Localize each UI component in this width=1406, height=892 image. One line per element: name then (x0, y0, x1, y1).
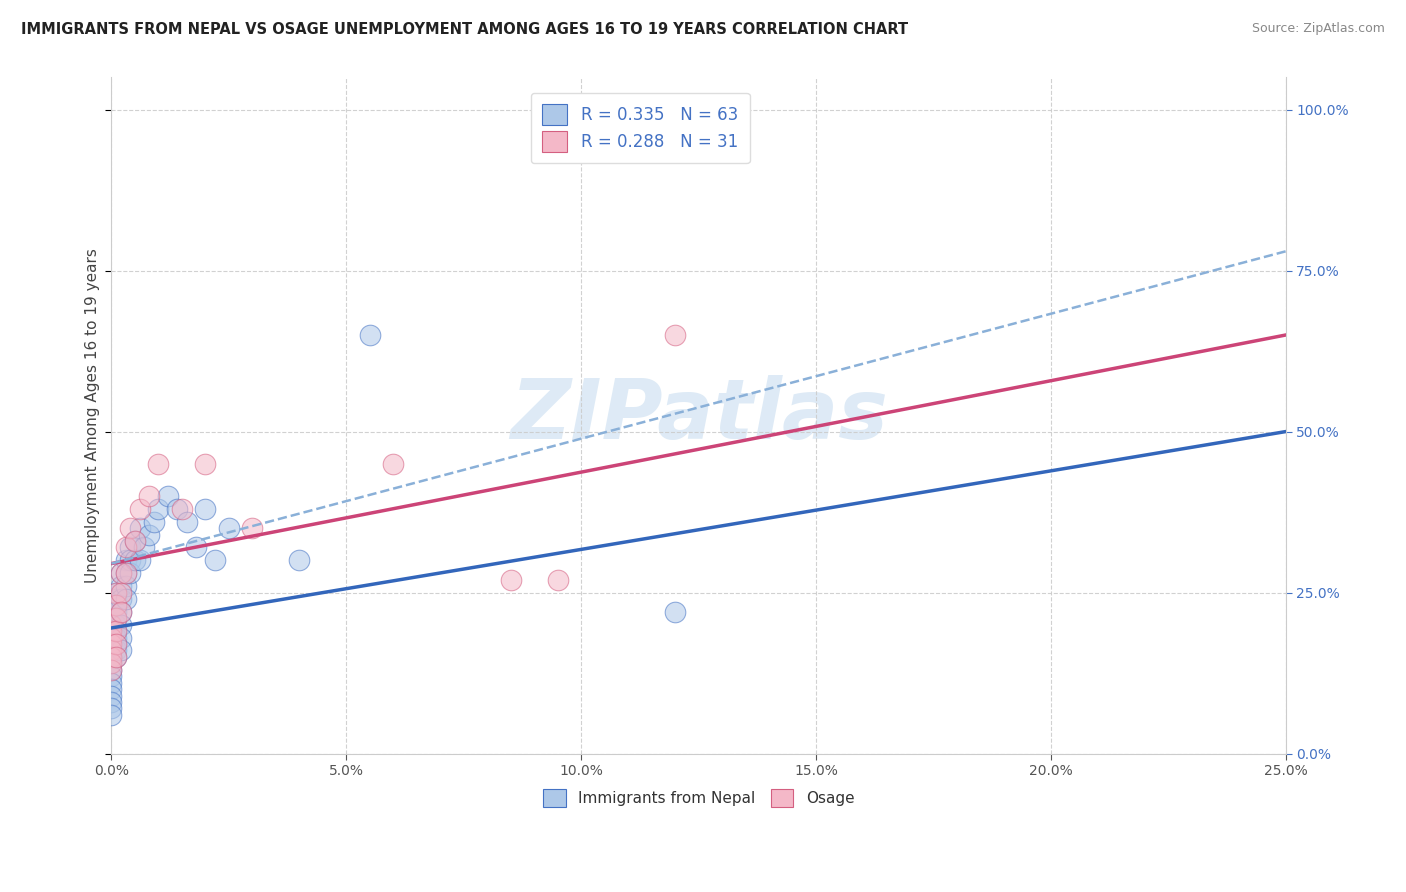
Point (105, 624, 128, 639)
Point (124, 534, 146, 549)
Point (288, 553, 311, 567)
Point (110, 585, 132, 599)
Text: ZIPatlas: ZIPatlas (509, 375, 887, 456)
Text: Source: ZipAtlas.com: Source: ZipAtlas.com (1251, 22, 1385, 36)
Point (105, 599, 128, 613)
Point (664, 605, 686, 619)
Point (100, 701, 122, 715)
Point (110, 592, 132, 607)
Point (194, 501, 217, 516)
Point (170, 501, 193, 516)
Point (110, 566, 132, 581)
Point (100, 631, 122, 645)
Y-axis label: Unemployment Among Ages 16 to 19 years: Unemployment Among Ages 16 to 19 years (86, 248, 100, 582)
Point (110, 579, 132, 593)
Point (100, 663, 122, 677)
Point (120, 553, 142, 567)
Point (110, 631, 132, 645)
Point (166, 501, 188, 516)
Point (100, 675, 122, 690)
Point (547, 573, 569, 587)
Point (120, 521, 142, 535)
Point (100, 617, 122, 632)
Point (105, 631, 128, 645)
Point (100, 643, 122, 657)
Point (100, 617, 122, 632)
Point (100, 649, 122, 664)
Point (100, 663, 122, 677)
Point (100, 643, 122, 657)
Point (100, 617, 122, 632)
Point (664, 328, 686, 343)
Point (499, 573, 522, 587)
Point (148, 501, 170, 516)
Point (100, 637, 122, 651)
Point (105, 585, 128, 599)
Point (194, 457, 217, 471)
Point (240, 521, 263, 535)
Point (128, 521, 150, 535)
Point (176, 515, 198, 529)
Point (100, 637, 122, 651)
Point (184, 541, 207, 555)
Point (105, 611, 128, 625)
Point (110, 605, 132, 619)
Point (148, 457, 170, 471)
Point (138, 489, 160, 503)
Point (105, 617, 128, 632)
Point (142, 515, 165, 529)
Point (110, 617, 132, 632)
Point (218, 521, 240, 535)
Point (359, 328, 381, 343)
Point (156, 489, 179, 503)
Point (128, 501, 150, 516)
Point (100, 657, 122, 671)
Point (100, 689, 122, 703)
Point (100, 707, 122, 722)
Point (110, 605, 132, 619)
Point (124, 553, 146, 567)
Point (110, 643, 132, 657)
Point (100, 624, 122, 639)
Point (105, 605, 128, 619)
Point (105, 649, 128, 664)
Point (100, 617, 122, 632)
Point (110, 566, 132, 581)
Point (100, 695, 122, 709)
Point (105, 637, 128, 651)
Point (105, 611, 128, 625)
Point (114, 553, 136, 567)
Point (100, 624, 122, 639)
Point (100, 657, 122, 671)
Text: IMMIGRANTS FROM NEPAL VS OSAGE UNEMPLOYMENT AMONG AGES 16 TO 19 YEARS CORRELATIO: IMMIGRANTS FROM NEPAL VS OSAGE UNEMPLOYM… (21, 22, 908, 37)
Point (105, 649, 128, 664)
Point (105, 637, 128, 651)
Point (382, 457, 405, 471)
Point (114, 566, 136, 581)
Point (100, 631, 122, 645)
Point (114, 566, 136, 581)
Point (100, 631, 122, 645)
Point (105, 643, 128, 657)
Point (134, 541, 156, 555)
Point (128, 553, 150, 567)
Point (204, 553, 226, 567)
Point (105, 599, 128, 613)
Legend: Immigrants from Nepal, Osage: Immigrants from Nepal, Osage (537, 782, 860, 814)
Point (105, 585, 128, 599)
Point (114, 541, 136, 555)
Point (124, 534, 146, 549)
Point (120, 541, 142, 555)
Point (138, 527, 160, 541)
Point (100, 682, 122, 697)
Point (114, 592, 136, 607)
Point (100, 649, 122, 664)
Point (100, 649, 122, 664)
Point (100, 669, 122, 683)
Point (120, 566, 142, 581)
Point (105, 624, 128, 639)
Point (100, 637, 122, 651)
Point (114, 579, 136, 593)
Point (105, 592, 128, 607)
